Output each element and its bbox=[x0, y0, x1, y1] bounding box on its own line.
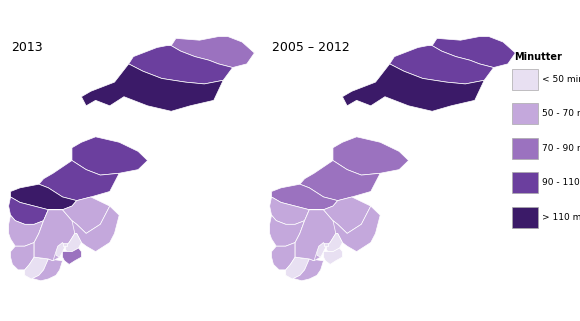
Polygon shape bbox=[81, 64, 223, 111]
Polygon shape bbox=[271, 184, 338, 210]
Polygon shape bbox=[31, 259, 63, 281]
Text: 90 - 110 min: 90 - 110 min bbox=[542, 178, 580, 187]
Polygon shape bbox=[324, 243, 328, 246]
Polygon shape bbox=[34, 210, 77, 261]
Polygon shape bbox=[327, 233, 342, 252]
FancyBboxPatch shape bbox=[512, 138, 538, 159]
Polygon shape bbox=[9, 215, 44, 246]
Polygon shape bbox=[390, 46, 494, 84]
Polygon shape bbox=[56, 243, 66, 257]
Polygon shape bbox=[317, 243, 327, 257]
Polygon shape bbox=[309, 197, 371, 233]
Polygon shape bbox=[48, 197, 110, 233]
Polygon shape bbox=[72, 137, 147, 175]
FancyBboxPatch shape bbox=[512, 69, 538, 90]
Text: < 50 min: < 50 min bbox=[542, 75, 580, 84]
Text: Minutter: Minutter bbox=[514, 52, 562, 62]
Polygon shape bbox=[432, 37, 516, 67]
Polygon shape bbox=[10, 243, 34, 270]
FancyBboxPatch shape bbox=[512, 172, 538, 193]
Polygon shape bbox=[324, 248, 342, 265]
Polygon shape bbox=[66, 233, 81, 252]
Text: 50 - 70 min: 50 - 70 min bbox=[542, 109, 580, 118]
Polygon shape bbox=[9, 197, 48, 224]
Text: 2013: 2013 bbox=[11, 40, 42, 54]
Polygon shape bbox=[72, 206, 119, 252]
Polygon shape bbox=[10, 184, 77, 210]
Polygon shape bbox=[63, 243, 67, 246]
Polygon shape bbox=[34, 210, 72, 261]
FancyBboxPatch shape bbox=[512, 103, 538, 124]
Polygon shape bbox=[292, 259, 324, 281]
Polygon shape bbox=[129, 46, 233, 84]
Text: > 110 min: > 110 min bbox=[542, 213, 580, 222]
Polygon shape bbox=[342, 64, 484, 111]
Text: 70 - 90 min: 70 - 90 min bbox=[542, 144, 580, 153]
Polygon shape bbox=[333, 137, 408, 175]
Polygon shape bbox=[333, 206, 380, 252]
Polygon shape bbox=[63, 248, 81, 265]
Polygon shape bbox=[271, 243, 295, 270]
Polygon shape bbox=[286, 257, 309, 279]
Text: 2005 – 2012: 2005 – 2012 bbox=[272, 40, 350, 54]
Polygon shape bbox=[39, 160, 119, 201]
Polygon shape bbox=[295, 210, 338, 261]
Polygon shape bbox=[295, 210, 333, 261]
FancyBboxPatch shape bbox=[512, 207, 538, 228]
Polygon shape bbox=[25, 257, 48, 279]
Polygon shape bbox=[270, 197, 309, 224]
Polygon shape bbox=[300, 160, 380, 201]
Polygon shape bbox=[171, 37, 255, 67]
Polygon shape bbox=[270, 215, 304, 246]
